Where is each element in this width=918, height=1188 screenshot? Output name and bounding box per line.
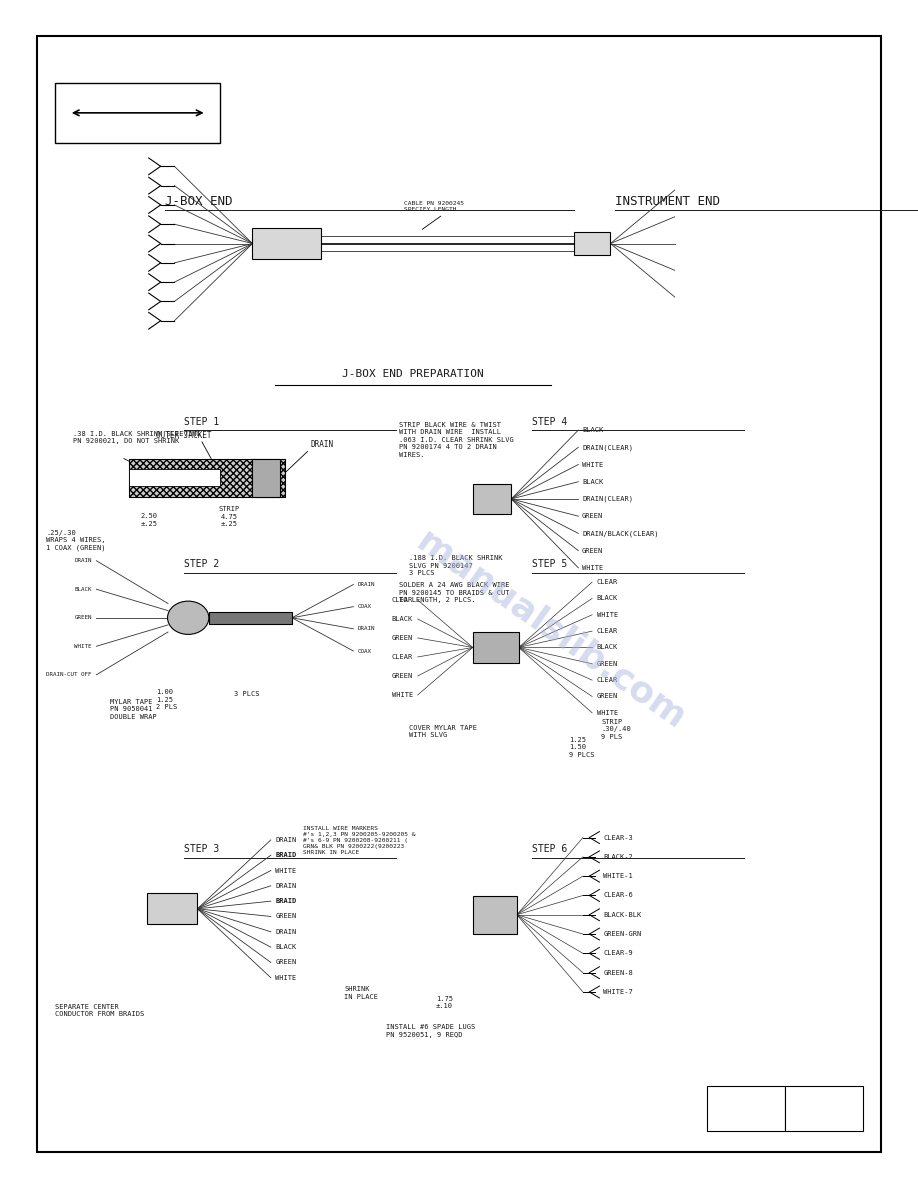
- Text: WHITE-7: WHITE-7: [603, 988, 633, 996]
- Text: DRAIN: DRAIN: [358, 582, 375, 587]
- Text: DRAIN: DRAIN: [275, 883, 297, 889]
- Text: CLEAR: CLEAR: [597, 579, 618, 586]
- Text: BLACK: BLACK: [392, 615, 413, 623]
- Text: WHITE: WHITE: [582, 564, 603, 571]
- Text: DRAIN: DRAIN: [358, 626, 375, 631]
- Text: 3 PLCS: 3 PLCS: [234, 691, 260, 697]
- Text: manualslib.com: manualslib.com: [410, 524, 691, 735]
- Text: CLEAR-6: CLEAR-6: [603, 892, 633, 898]
- Text: CABLE PN 9200245
SPECIFY LENGTH: CABLE PN 9200245 SPECIFY LENGTH: [404, 201, 464, 213]
- Text: CLEAR-3: CLEAR-3: [603, 834, 633, 841]
- Text: INSTALL #6 SPADE LUGS
PN 9520051, 9 REQD: INSTALL #6 SPADE LUGS PN 9520051, 9 REQD: [386, 1024, 475, 1037]
- Text: INSTRUMENT END: INSTRUMENT END: [615, 196, 720, 208]
- Text: BLACK-BLK: BLACK-BLK: [603, 911, 642, 918]
- Text: BLACK: BLACK: [597, 595, 618, 601]
- Text: STEP 4: STEP 4: [532, 417, 567, 426]
- Text: WHITE-1: WHITE-1: [603, 873, 633, 879]
- Text: BRAID: BRAID: [275, 852, 297, 858]
- Bar: [707, 1086, 785, 1131]
- Text: BLACK: BLACK: [74, 587, 92, 592]
- Text: WHITE: WHITE: [597, 709, 618, 716]
- Text: 1.75
±.10: 1.75 ±.10: [436, 996, 453, 1009]
- Text: STRIP
4.75
±.25: STRIP 4.75 ±.25: [218, 506, 241, 527]
- Text: WHITE: WHITE: [275, 867, 297, 873]
- Text: DRAIN(CLEAR): DRAIN(CLEAR): [582, 444, 633, 450]
- Text: STEP 5: STEP 5: [532, 560, 567, 569]
- Bar: [252, 228, 321, 259]
- Text: GREEN: GREEN: [392, 634, 413, 642]
- Bar: [252, 459, 280, 497]
- Text: INSTALL WIRE MARKERS
#'s 1,2,3 PN 9200205-9200205 &
#'s 6-9 PN 9200208-9200211 (: INSTALL WIRE MARKERS #'s 1,2,3 PN 920020…: [303, 826, 416, 855]
- Text: WHITE: WHITE: [74, 644, 92, 649]
- Ellipse shape: [167, 601, 209, 634]
- Text: DRAIN: DRAIN: [275, 836, 297, 843]
- Bar: [129, 459, 285, 497]
- Bar: [147, 893, 197, 924]
- Text: DRAIN: DRAIN: [310, 440, 333, 449]
- Text: 2.50
±.25: 2.50 ±.25: [140, 513, 157, 526]
- Text: COAX: COAX: [358, 649, 372, 653]
- Text: BLACK: BLACK: [582, 479, 603, 485]
- Text: GREEN: GREEN: [597, 661, 618, 666]
- Text: STEP 3: STEP 3: [184, 845, 218, 854]
- Bar: [473, 632, 519, 663]
- Text: CLEAR: CLEAR: [392, 653, 413, 661]
- Text: WHITE: WHITE: [597, 612, 618, 618]
- Text: .38 I.D. BLACK SHRINK SLEEVING
PN 9200021, DO NOT SHRINK: .38 I.D. BLACK SHRINK SLEEVING PN 920002…: [73, 431, 201, 444]
- Text: WHITE: WHITE: [392, 691, 413, 699]
- Text: 1.25
1.50
9 PLCS: 1.25 1.50 9 PLCS: [569, 737, 595, 758]
- Bar: [473, 484, 511, 514]
- Text: GREEN: GREEN: [582, 513, 603, 519]
- Text: GREEN-GRN: GREEN-GRN: [603, 931, 642, 937]
- Text: SOLDER A 24 AWG BLACK WIRE
PN 9200145 TO BRAIDS & CUT
TO LENGTH, 2 PLCS.: SOLDER A 24 AWG BLACK WIRE PN 9200145 TO…: [399, 582, 509, 604]
- Text: DRAIN: DRAIN: [275, 929, 297, 935]
- Text: CLEAR: CLEAR: [392, 596, 413, 604]
- Text: GREEN: GREEN: [275, 960, 297, 966]
- Text: MYLAR TAPE
PN 9050041
DOUBLE WRAP: MYLAR TAPE PN 9050041 DOUBLE WRAP: [110, 699, 157, 720]
- Text: SHRINK
IN PLACE: SHRINK IN PLACE: [344, 986, 378, 999]
- Text: 1.00
1.25
2 PLS: 1.00 1.25 2 PLS: [156, 689, 177, 710]
- Text: GREEN: GREEN: [392, 672, 413, 680]
- Text: J-BOX END: J-BOX END: [165, 196, 233, 208]
- Text: CLEAR: CLEAR: [597, 677, 618, 683]
- Text: OUTER JACKET: OUTER JACKET: [156, 430, 211, 440]
- Text: BRAID: BRAID: [275, 898, 297, 904]
- Text: WHITE: WHITE: [275, 974, 297, 981]
- Text: BLACK: BLACK: [275, 944, 297, 950]
- Bar: [129, 459, 285, 497]
- Bar: [129, 469, 220, 486]
- Text: CLEAR-9: CLEAR-9: [603, 950, 633, 956]
- Text: DRAIN(CLEAR): DRAIN(CLEAR): [582, 495, 633, 503]
- Text: GREEN: GREEN: [74, 615, 92, 620]
- Text: BLACK: BLACK: [582, 426, 603, 434]
- Text: GREEN: GREEN: [597, 694, 618, 700]
- Text: GREEN: GREEN: [582, 548, 603, 554]
- Bar: [55, 83, 220, 143]
- Text: GREEN-8: GREEN-8: [603, 969, 633, 975]
- Text: COAX: COAX: [358, 605, 372, 609]
- Text: WHITE: WHITE: [582, 461, 603, 468]
- Bar: [785, 1086, 863, 1131]
- Bar: [574, 232, 610, 255]
- Text: STEP 2: STEP 2: [184, 560, 218, 569]
- Text: CLEAR: CLEAR: [597, 628, 618, 634]
- Bar: [209, 612, 292, 624]
- Text: DRAIN: DRAIN: [74, 558, 92, 563]
- Text: STRIP BLACK WIRE & TWIST
WITH DRAIN WIRE  INSTALL
.063 I.D. CLEAR SHRINK SLVG
PN: STRIP BLACK WIRE & TWIST WITH DRAIN WIRE…: [399, 422, 514, 457]
- Text: STRIP
.30/.40
9 PLS: STRIP .30/.40 9 PLS: [601, 719, 631, 740]
- Bar: [473, 896, 517, 934]
- Text: STEP 1: STEP 1: [184, 417, 218, 426]
- Text: DRAIN-CUT OFF: DRAIN-CUT OFF: [46, 672, 92, 677]
- Text: SEPARATE CENTER
CONDUCTOR FROM BRAIDS: SEPARATE CENTER CONDUCTOR FROM BRAIDS: [55, 1004, 144, 1017]
- Text: .25/.30
WRAPS 4 WIRES,
1 COAX (GREEN): .25/.30 WRAPS 4 WIRES, 1 COAX (GREEN): [46, 530, 106, 551]
- Text: STEP 6: STEP 6: [532, 845, 567, 854]
- Text: DRAIN/BLACK(CLEAR): DRAIN/BLACK(CLEAR): [582, 530, 658, 537]
- Text: .188 I.D. BLACK SHRINK
SLVG PN 9200147
3 PLCS: .188 I.D. BLACK SHRINK SLVG PN 9200147 3…: [409, 555, 502, 576]
- Text: COVER MYLAR TAPE
WITH SLVG: COVER MYLAR TAPE WITH SLVG: [409, 725, 476, 738]
- Text: BLACK-2: BLACK-2: [603, 854, 633, 860]
- Text: J-BOX END PREPARATION: J-BOX END PREPARATION: [342, 369, 484, 379]
- Text: BLACK: BLACK: [597, 644, 618, 651]
- Text: GREEN: GREEN: [275, 914, 297, 920]
